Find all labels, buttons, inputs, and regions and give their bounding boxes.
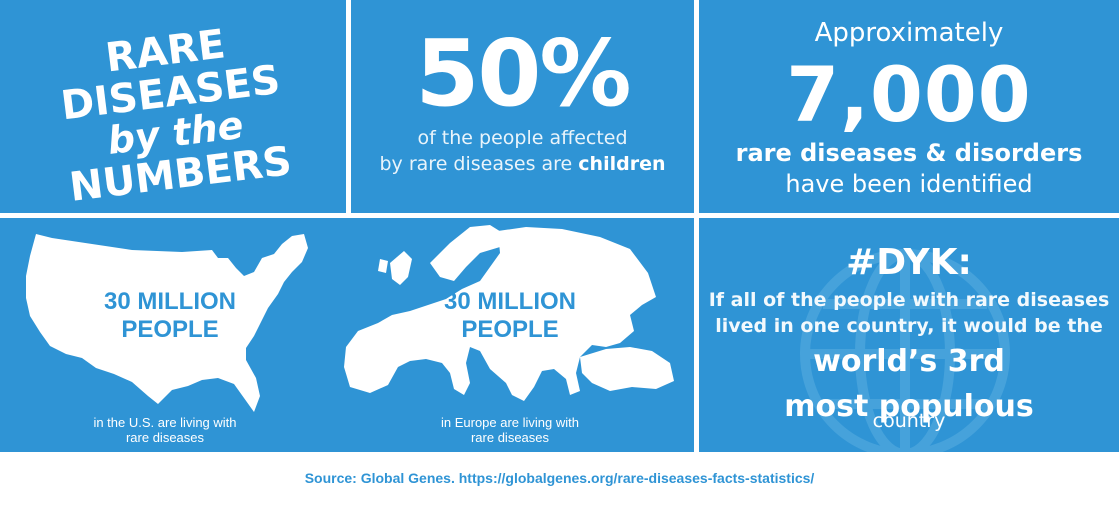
dyk-ending: country [872,410,946,432]
diseases-stat-line-1: rare diseases & disorders [735,139,1083,167]
children-stat-text: of the people affected by rare diseases … [351,126,694,177]
diseases-stat-text: rare diseases & disorders have been iden… [699,138,1119,200]
dyk-emphasis-line-1: world’s 3rd [813,344,1005,379]
dyk-body-line-2: lived in one country, it would be the [715,314,1103,337]
source-citation: Source: Global Genes. https://globalgene… [304,470,815,486]
europe-map-icon [344,225,674,401]
infographic-title: RARE DISEASES by the NUMBERS [0,11,346,213]
dyk-body: If all of the people with rare diseases … [699,288,1119,339]
maps-panel: 30 MILLION PEOPLE 30 MILLION PEOPLE in t… [0,218,694,452]
dyk-emphasis: world’s 3rd most populous [699,339,1119,429]
us-stat-line-1: 30 MILLION [103,288,236,315]
diseases-stat-line-2: have been identified [785,170,1033,199]
title-panel: RARE DISEASES by the NUMBERS [0,0,346,213]
children-stat-line-2: by rare diseases are children [351,152,694,178]
us-map-icon [26,234,308,412]
diseases-stat-prefix: Approximately [814,18,1004,48]
diseases-stat-value: 7,000 [786,50,1032,139]
dyk-emphasis-line-2: most populous [784,389,1034,424]
children-stat-panel: 50% of the people affected by rare disea… [351,0,694,213]
children-stat-value: 50% [415,20,631,127]
europe-stat-label: 30 MILLION PEOPLE [395,288,625,343]
us-stat-line-2: PEOPLE [121,315,219,343]
dyk-body-line-1: If all of the people with rare diseases [708,289,1110,311]
europe-stat-line-1: 30 MILLION [443,288,576,315]
children-stat-line-1: of the people affected [417,127,628,149]
children-stat-line-2-prefix: by rare diseases are [379,152,579,175]
globe-icon [800,249,1010,452]
us-caption-line-2: rare diseases [125,429,205,445]
children-stat-emphasis: children [578,152,666,175]
diseases-stat-panel: Approximately 7,000 rare diseases & diso… [699,0,1119,213]
europe-stat-caption: in Europe are living with rare diseases [395,415,625,446]
dyk-heading: #DYK: [846,242,972,283]
us-stat-label: 30 MILLION PEOPLE [55,288,285,343]
us-caption-line-1: in the U.S. are living with [93,415,237,430]
europe-caption-line-2: rare diseases [470,429,550,445]
us-stat-caption: in the U.S. are living with rare disease… [50,415,280,446]
europe-caption-line-1: in Europe are living with [440,415,580,430]
dyk-panel: #DYK: If all of the people with rare dis… [699,218,1119,452]
europe-stat-line-2: PEOPLE [461,315,559,343]
